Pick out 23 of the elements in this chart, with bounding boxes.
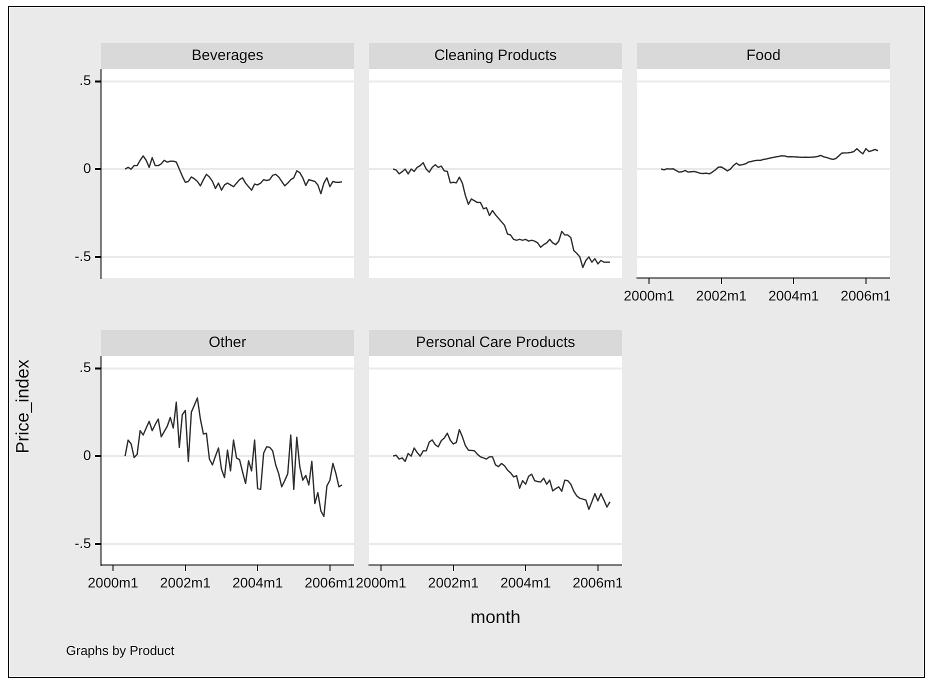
x-tick-label: 2000m1: [624, 287, 675, 304]
y-tick-label: .5: [79, 359, 92, 376]
x-tick-label: 2002m1: [428, 574, 479, 590]
x-tick-label: 2004m1: [500, 574, 552, 590]
chart-title: Beverages: [101, 43, 354, 69]
x-tick-label: 2002m1: [160, 574, 211, 590]
x-tick-label: 2000m1: [356, 574, 407, 590]
x-tick-label: 2004m1: [768, 287, 820, 304]
y-axis-title: Price_index: [12, 358, 34, 456]
y-tick-label: -.5: [74, 248, 92, 264]
x-tick-label: 2000m1: [88, 574, 139, 590]
x-tick-label: 2002m1: [696, 287, 747, 304]
y-tick-label: -.5: [74, 534, 92, 551]
y-tick-label: 0: [83, 160, 92, 176]
chart-title: Personal Care Products: [369, 330, 622, 356]
x-axis-title: month: [469, 607, 522, 628]
y-tick-label: 0: [83, 446, 92, 463]
chart-title: Food: [637, 43, 890, 69]
chart-title: Other: [101, 330, 354, 356]
chart-title: Cleaning Products: [369, 43, 622, 69]
x-tick-label: 2004m1: [232, 574, 284, 590]
y-tick-label: .5: [79, 72, 92, 88]
text: Graphs by Product: [66, 643, 174, 658]
